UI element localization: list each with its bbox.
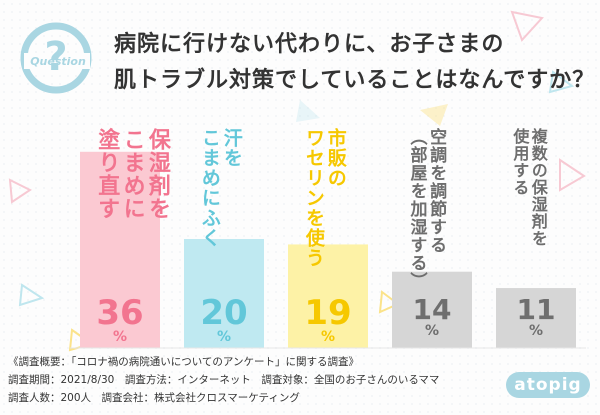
value-number-4: 14 xyxy=(412,293,452,326)
question-ring-gap xyxy=(24,53,90,69)
category-label-3-part-2: ワセリンを使う xyxy=(302,128,325,268)
title-line-1: 病院に行けない代わりに、お子さまの xyxy=(114,32,505,57)
bar-5 xyxy=(496,288,576,348)
category-label-3-part-1: 市販の xyxy=(324,128,347,188)
footer-line-3: 調査人数：200人 調査会社：株式会社クロスマーケティング xyxy=(8,392,300,404)
deco-triangle xyxy=(548,70,575,94)
value-label-3: 19% xyxy=(288,296,368,344)
value-unit-3: % xyxy=(320,329,336,345)
bar-3 xyxy=(288,244,368,348)
value-number-3: 19 xyxy=(304,293,352,333)
category-label-1-part-2: こまめに xyxy=(119,128,145,220)
deco-triangle xyxy=(420,104,448,126)
value-label-1: 36% xyxy=(80,296,160,344)
deco-triangle xyxy=(510,10,544,42)
category-label-2-part-1: 汗を xyxy=(220,128,243,168)
footer-line-2: 調査期間：2021/8/30 調査方法：インターネット 調査対象：全国のお子さん… xyxy=(8,374,440,386)
value-label-5: 11% xyxy=(496,293,576,339)
category-label-5-part-1: 複数の保湿剤を xyxy=(528,128,548,247)
atopig-logo: atopig xyxy=(506,372,590,398)
value-label-2: 20% xyxy=(184,296,264,344)
value-label-4: 14% xyxy=(392,293,472,339)
deco-triangle xyxy=(378,290,400,314)
category-label-4: 空調を調節する （部屋を加湿する） xyxy=(406,128,447,290)
value-unit-1: % xyxy=(112,329,128,345)
category-label-1: 保湿剤を こまめに 塗り直す xyxy=(94,128,170,220)
value-unit-2: % xyxy=(216,329,232,345)
category-label-5: 複数の保湿剤を 使用する xyxy=(510,128,547,247)
bar-1 xyxy=(80,151,160,348)
category-label-1-part-1: 保湿剤を xyxy=(144,128,170,220)
question-text: Question xyxy=(30,55,86,68)
bar-4 xyxy=(392,271,472,348)
deco-triangle xyxy=(296,100,320,122)
bar-2 xyxy=(184,239,264,348)
category-label-2: 汗を こまめにふく xyxy=(198,128,243,248)
category-label-4-part-1: 空調を調節する xyxy=(426,128,447,254)
category-label-3: 市販の ワセリンを使う xyxy=(302,128,347,268)
value-unit-5: % xyxy=(528,323,544,339)
question-badge: ? Question xyxy=(20,22,92,94)
footer-line-1: 《調査概要：「コロナ禍の病院通いについてのアンケート」に関する調査》 xyxy=(8,356,360,368)
category-label-2-part-2: こまめにふく xyxy=(198,128,221,248)
value-number-1: 36 xyxy=(96,293,144,333)
deco-triangle xyxy=(559,158,586,192)
category-label-5-part-2: 使用する xyxy=(510,128,530,196)
deco-triangle xyxy=(8,178,32,204)
category-label-1-part-3: 塗り直す xyxy=(94,128,120,220)
value-unit-4: % xyxy=(424,323,440,339)
value-number-2: 20 xyxy=(200,293,248,333)
category-label-4-part-2: （部屋を加湿する） xyxy=(406,128,427,290)
deco-triangle xyxy=(18,283,45,307)
title-line-2: 肌トラブル対策でしていることはなんですか？ xyxy=(114,68,596,93)
question-mark-icon: ? xyxy=(44,34,67,80)
bar-group xyxy=(70,151,586,349)
value-number-5: 11 xyxy=(516,293,556,326)
